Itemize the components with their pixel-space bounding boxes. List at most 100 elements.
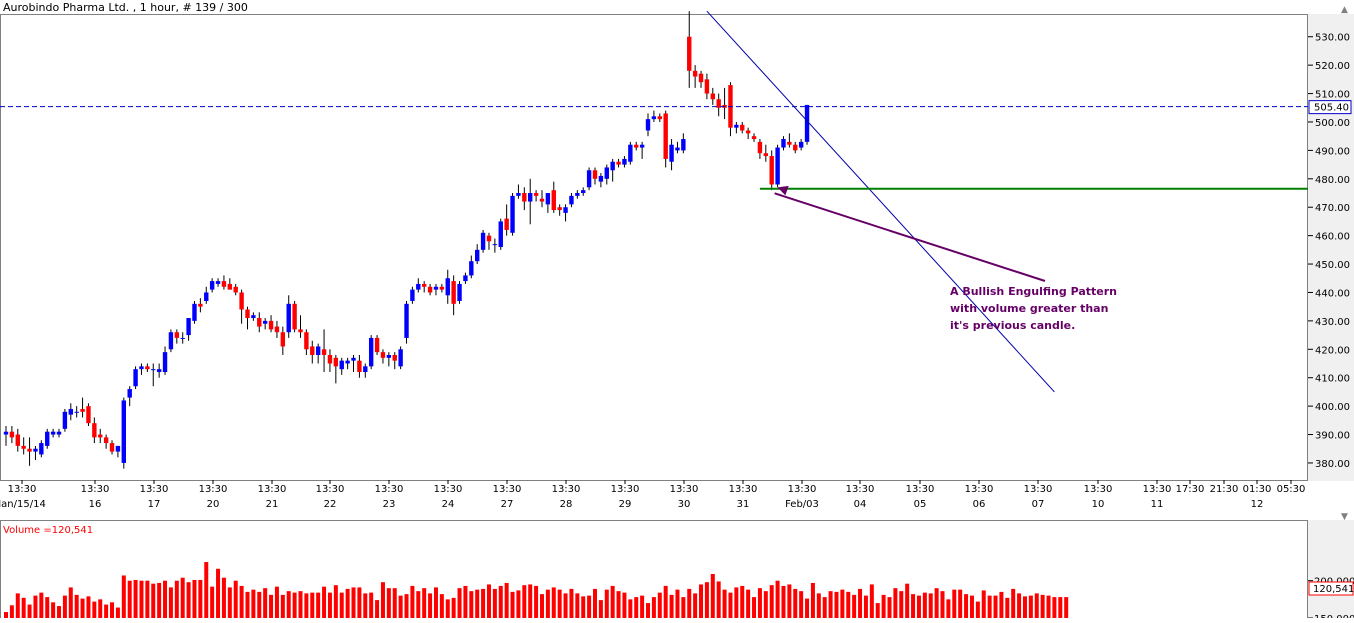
volume-bar bbox=[734, 587, 739, 618]
volume-bar bbox=[640, 595, 645, 618]
volume-bar bbox=[958, 589, 963, 618]
time-tick-label: 13:30 bbox=[316, 484, 345, 495]
bullish-candle bbox=[639, 144, 645, 148]
bearish-candle bbox=[103, 437, 109, 444]
volume-bar bbox=[274, 586, 279, 618]
date-tick-label: 11 bbox=[1151, 499, 1164, 510]
bullish-candle bbox=[475, 249, 480, 262]
bearish-candle bbox=[769, 156, 774, 185]
volume-bar bbox=[469, 591, 474, 618]
volume-bar bbox=[940, 591, 945, 618]
bearish-candle bbox=[486, 235, 492, 242]
volume-bar bbox=[769, 585, 774, 618]
volume-bar bbox=[863, 595, 868, 618]
bullish-candle bbox=[651, 116, 657, 120]
volume-bar bbox=[575, 593, 580, 618]
trendline[interactable] bbox=[706, 10, 1055, 393]
volume-bar bbox=[1011, 588, 1016, 618]
bearish-candle bbox=[763, 153, 769, 157]
bullish-candle bbox=[681, 139, 686, 151]
volume-bar bbox=[168, 587, 173, 618]
volume-bar bbox=[392, 588, 397, 618]
volume-bar bbox=[68, 587, 73, 618]
volume-bar bbox=[528, 584, 533, 618]
date-tick-label: Jan/15/14 bbox=[0, 499, 46, 510]
volume-bar bbox=[221, 577, 226, 618]
volume-bar bbox=[846, 591, 851, 618]
bearish-candle bbox=[557, 207, 562, 211]
scroll-up-arrow-icon[interactable]: ▲ bbox=[1341, 5, 1348, 15]
time-tick-label: 13:30 bbox=[81, 484, 110, 495]
date-tick-label: 27 bbox=[501, 499, 514, 510]
volume-bar bbox=[310, 592, 315, 618]
date-tick-label: 22 bbox=[324, 499, 337, 510]
bullish-candle bbox=[645, 119, 651, 131]
volume-bar bbox=[239, 585, 244, 618]
bullish-candle bbox=[209, 281, 215, 290]
time-tick-label: 13:30 bbox=[140, 484, 169, 495]
bearish-candle bbox=[716, 99, 721, 108]
volume-bar bbox=[858, 588, 863, 618]
volume-bar bbox=[398, 595, 403, 618]
volume-bar bbox=[475, 589, 480, 618]
bearish-candle bbox=[787, 141, 792, 145]
bearish-candle bbox=[27, 448, 32, 452]
bullish-candle bbox=[345, 360, 350, 364]
volume-bar bbox=[551, 587, 556, 618]
bearish-candle bbox=[592, 170, 598, 179]
date-tick-label: 21 bbox=[266, 499, 279, 510]
bearish-candle bbox=[427, 286, 433, 293]
bearish-candle bbox=[321, 349, 327, 355]
panel-separator[interactable] bbox=[0, 512, 1354, 520]
volume-bar bbox=[210, 586, 215, 618]
volume-bar bbox=[569, 588, 574, 618]
bearish-candle bbox=[539, 198, 545, 202]
price-tick-label: 510.00 bbox=[1315, 90, 1350, 101]
bearish-candle bbox=[174, 332, 180, 338]
bearish-candle bbox=[292, 303, 297, 330]
date-tick-label: 07 bbox=[1032, 499, 1045, 510]
volume-bar bbox=[752, 597, 757, 618]
volume-bar bbox=[522, 585, 527, 618]
bearish-candle bbox=[357, 360, 362, 373]
volume-bar bbox=[286, 591, 291, 618]
annotation-arrow bbox=[774, 192, 1046, 282]
price-tick-label: 460.00 bbox=[1315, 232, 1350, 243]
volume-bar bbox=[127, 580, 132, 618]
volume-bar bbox=[964, 594, 969, 618]
bearish-candle bbox=[221, 281, 227, 287]
volume-bar bbox=[292, 592, 297, 618]
date-tick-label: 28 bbox=[560, 499, 573, 510]
bearish-candle bbox=[751, 136, 757, 140]
volume-bars bbox=[4, 562, 1069, 618]
volume-bar bbox=[934, 588, 939, 618]
volume-bar bbox=[504, 582, 509, 618]
volume-bar bbox=[1034, 593, 1039, 618]
volume-bar bbox=[993, 595, 998, 618]
date-tick-label: 24 bbox=[442, 499, 455, 510]
bullish-candle bbox=[262, 320, 268, 324]
bullish-candle bbox=[575, 193, 580, 196]
bullish-candle bbox=[339, 360, 344, 370]
volume-bar bbox=[186, 582, 191, 618]
price-tick-label: 410.00 bbox=[1315, 374, 1350, 385]
time-tick-label: 13:30 bbox=[199, 484, 228, 495]
date-tick-label: 23 bbox=[383, 499, 396, 510]
bearish-candle bbox=[793, 144, 798, 151]
scroll-down-arrow-icon[interactable]: ▼ bbox=[1341, 512, 1348, 522]
bearish-candle bbox=[704, 79, 710, 94]
volume-bar bbox=[675, 589, 680, 618]
bearish-candle bbox=[421, 283, 427, 287]
volume-bar bbox=[110, 602, 115, 618]
chart-title: Aurobindo Pharma Ltd. , 1 hour, # 139 / … bbox=[3, 1, 248, 14]
bearish-candle bbox=[233, 286, 238, 293]
bearish-candle bbox=[198, 303, 203, 307]
volume-bar bbox=[534, 585, 539, 618]
annotation-line-3: it's previous candle. bbox=[950, 319, 1075, 332]
bullish-candle bbox=[56, 431, 62, 435]
volume-bar bbox=[516, 590, 521, 618]
volume-bar bbox=[410, 585, 415, 618]
volume-bar bbox=[363, 593, 368, 618]
volume-axis-area bbox=[1308, 520, 1354, 618]
